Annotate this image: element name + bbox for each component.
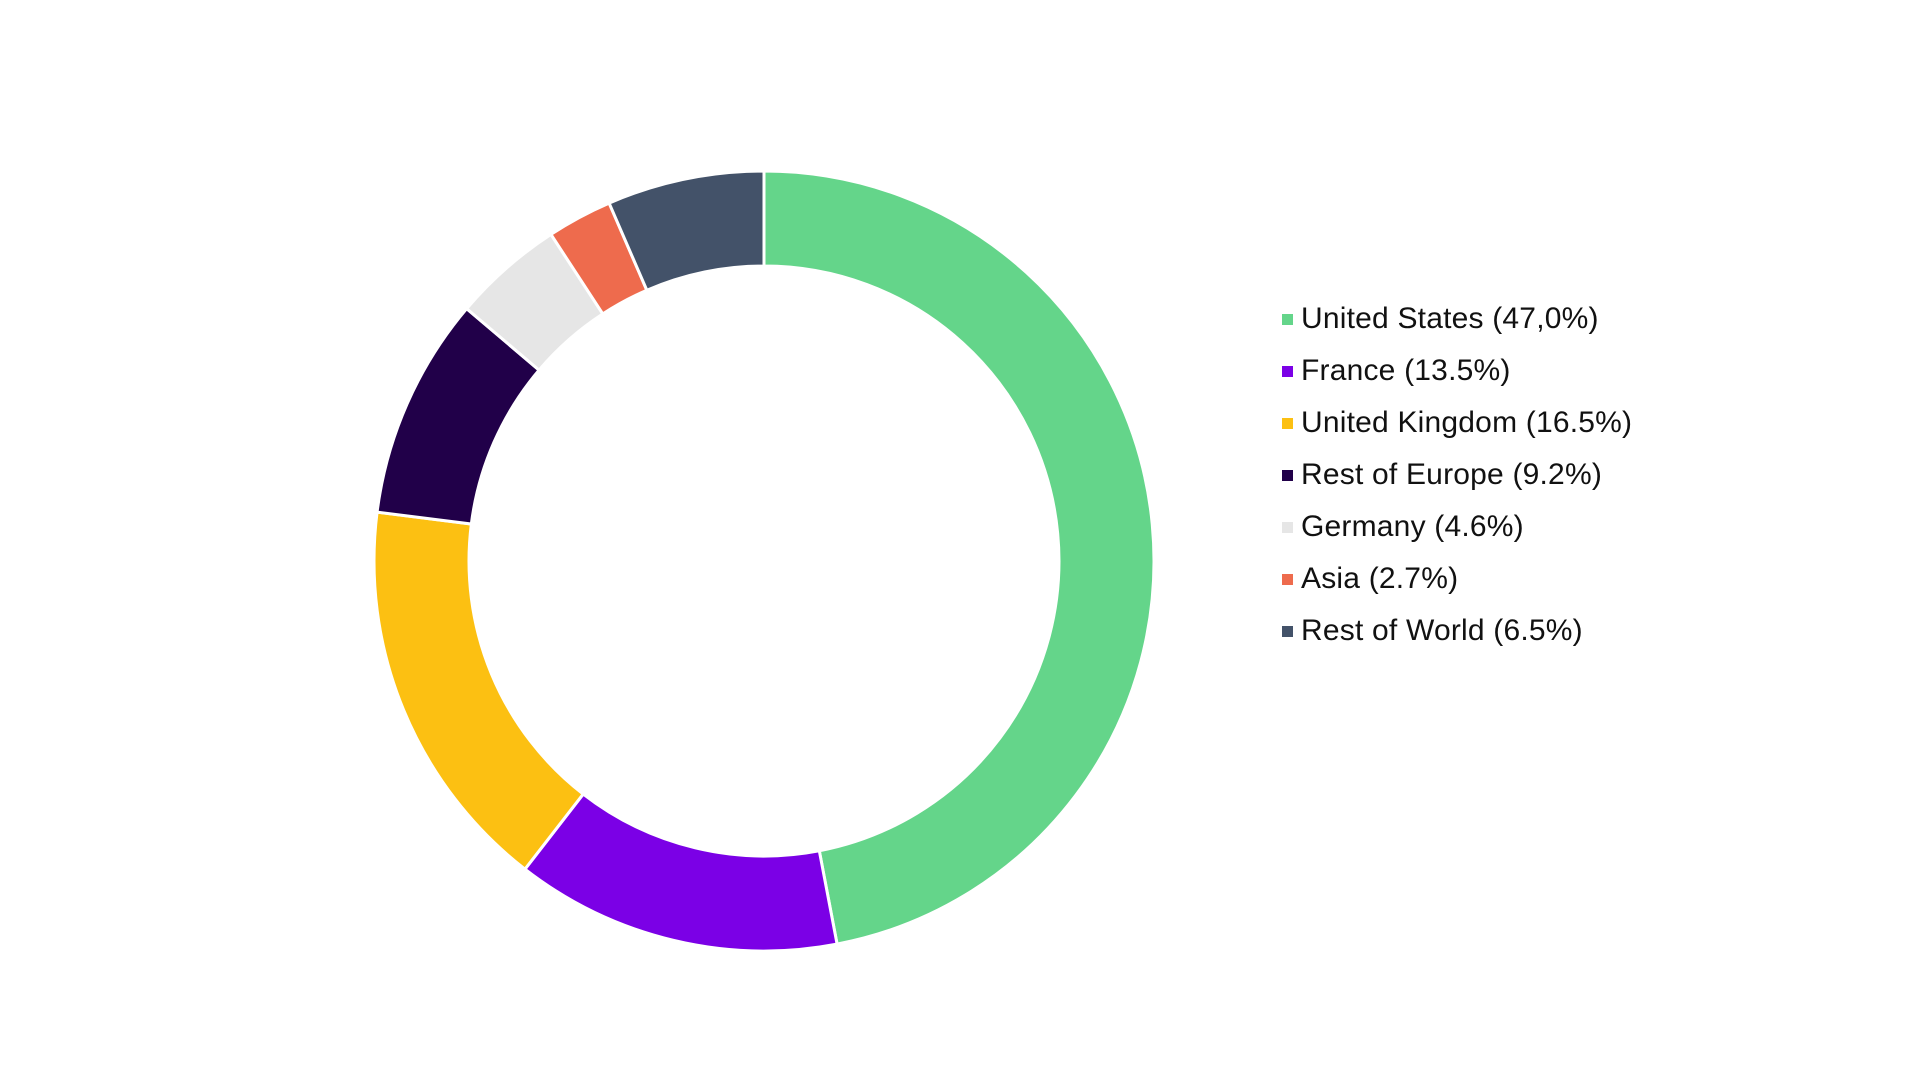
legend-item: France (13.5%) (1282, 345, 1632, 397)
donut-slice-0 (762, 169, 1156, 946)
legend-label: United Kingdom (16.5%) (1301, 406, 1633, 439)
legend-item: United Kingdom (16.5%) (1282, 397, 1632, 449)
legend-item: Rest of Europe (9.2%) (1282, 449, 1632, 501)
legend-item: Germany (4.6%) (1282, 501, 1632, 553)
legend-label: Rest of Europe (9.2%) (1301, 458, 1603, 491)
donut-slice-2 (372, 510, 586, 872)
legend-swatch (1282, 573, 1293, 585)
legend-swatch (1282, 313, 1293, 325)
legend-item: Asia (2.7%) (1282, 553, 1632, 605)
legend-swatch (1282, 625, 1293, 637)
legend-label: Rest of World (6.5%) (1301, 614, 1583, 647)
donut-slice-6 (607, 169, 766, 293)
legend-item: Rest of World (6.5%) (1282, 605, 1632, 657)
donut-slices (372, 169, 1156, 953)
donut-slice-1 (522, 791, 839, 953)
chart-legend: United States (47,0%) France (13.5%) Unite… (1282, 293, 1632, 657)
legend-swatch (1282, 365, 1293, 377)
legend-label: Germany (4.6%) (1301, 510, 1524, 543)
legend-swatch (1282, 469, 1293, 481)
legend-label: United States (47,0%) (1301, 302, 1599, 335)
legend-item: United States (47,0%) (1282, 293, 1632, 345)
legend-swatch (1282, 521, 1293, 533)
legend-label: Asia (2.7%) (1301, 562, 1459, 595)
legend-swatch (1282, 417, 1293, 429)
legend-label: France (13.5%) (1301, 354, 1511, 387)
